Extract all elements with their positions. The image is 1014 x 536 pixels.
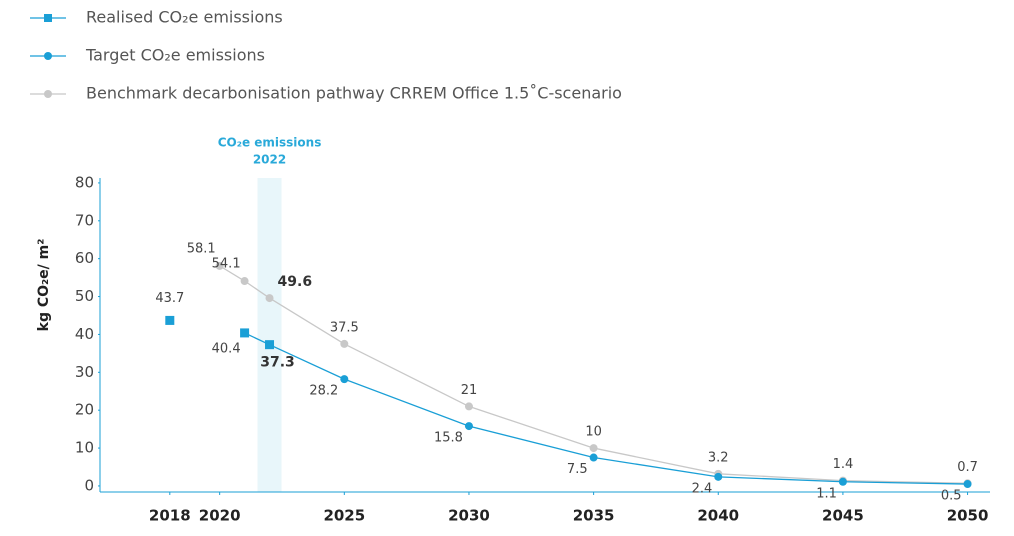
y-tick-label: 10: [75, 439, 94, 457]
x-tick-label: 2050: [947, 507, 989, 525]
value-label: 3.2: [708, 450, 729, 465]
point: [215, 261, 224, 270]
y-tick-label: 80: [75, 173, 94, 191]
legend-marker: [44, 90, 52, 98]
y-tick-label: 30: [75, 363, 94, 381]
legend-label: Benchmark decarbonisation pathway CRREM …: [86, 84, 622, 103]
value-label: 37.3: [260, 355, 295, 371]
legend-label: Target CO₂e emissions: [85, 46, 265, 65]
highlight-label: 2022: [253, 153, 286, 167]
value-label: 10: [585, 425, 602, 440]
legend-item: Benchmark decarbonisation pathway CRREM …: [30, 84, 622, 103]
point: [589, 453, 598, 462]
point: [589, 444, 598, 453]
point: [340, 339, 349, 348]
series-line: [269, 344, 968, 485]
x-tick-label: 2018: [149, 507, 191, 525]
highlight-band: [257, 178, 282, 492]
point: [240, 277, 249, 286]
highlight-label: CO₂e emissions: [218, 136, 322, 150]
y-tick-label: 40: [75, 325, 94, 343]
legend-label: Realised CO₂e emissions: [86, 8, 283, 27]
point: [464, 402, 473, 411]
value-label: 54.1: [212, 257, 241, 272]
x-tick-label: 2045: [822, 507, 864, 525]
value-label: 1.4: [833, 457, 854, 472]
value-label: 58.1: [187, 241, 216, 256]
y-tick-label: 60: [75, 249, 94, 267]
value-label: 7.5: [567, 462, 588, 477]
y-tick-label: 70: [75, 211, 94, 229]
y-tick-label: 50: [75, 287, 94, 305]
value-label: 49.6: [278, 274, 313, 290]
x-tick-label: 2035: [573, 507, 615, 525]
value-label: 43.7: [155, 291, 184, 306]
point: [464, 422, 473, 431]
point: [340, 375, 349, 384]
value-label: 21: [461, 383, 478, 398]
value-label: 1.1: [816, 486, 837, 501]
point: [265, 294, 274, 303]
point: [265, 340, 275, 350]
value-label: 28.2: [309, 384, 338, 399]
y-axis-label: kg CO₂e/ m²: [36, 239, 52, 332]
point: [963, 480, 972, 489]
legend-marker: [44, 52, 52, 60]
value-label: 0.7: [957, 460, 978, 475]
x-tick-label: 2025: [323, 507, 365, 525]
y-tick-label: 0: [84, 476, 94, 494]
value-label: 2.4: [692, 481, 713, 496]
legend-item: Realised CO₂e emissions: [30, 8, 283, 27]
legend-marker: [44, 14, 52, 22]
x-tick-label: 2030: [448, 507, 490, 525]
x-tick-label: 2020: [199, 507, 241, 525]
value-label: 40.4: [212, 341, 241, 356]
point: [240, 328, 250, 338]
point: [165, 315, 175, 325]
point: [714, 472, 723, 481]
legend-item: Target CO₂e emissions: [30, 46, 265, 65]
value-label: 0.5: [941, 489, 962, 504]
y-tick-label: 20: [75, 401, 94, 419]
point: [838, 477, 847, 486]
value-label: 37.5: [330, 320, 359, 335]
x-tick-label: 2040: [697, 507, 739, 525]
value-label: 15.8: [434, 431, 463, 446]
